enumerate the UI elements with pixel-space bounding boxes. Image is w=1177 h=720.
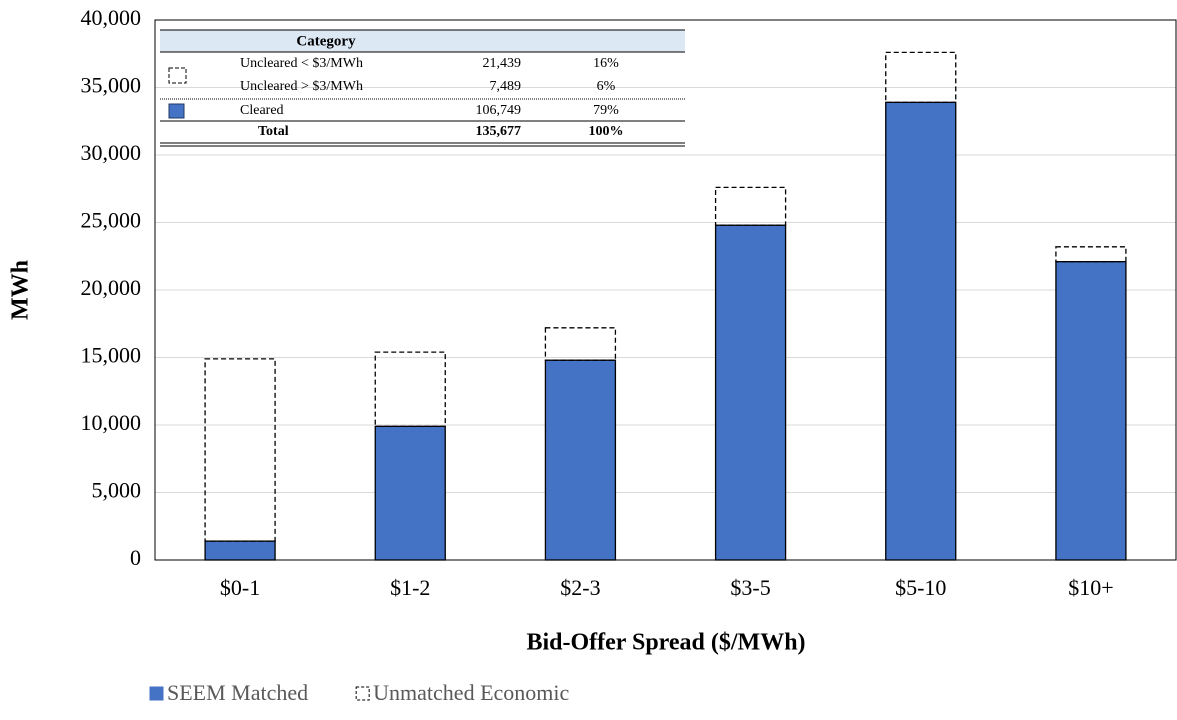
x-tick-label: $2-3 [560, 575, 600, 600]
y-tick-label: 15,000 [81, 343, 142, 368]
table-header: Category [296, 33, 356, 49]
y-tick-label: 35,000 [81, 73, 142, 98]
bar-segment [204, 358, 276, 542]
legend-swatch [149, 686, 164, 701]
bar-segment [544, 327, 617, 361]
x-tick-label: $0-1 [220, 575, 260, 600]
bar-segment [1055, 246, 1127, 263]
bar-segment [204, 540, 276, 561]
x-tick-label: $3-5 [730, 575, 770, 600]
legend-label: Unmatched Economic [373, 680, 569, 705]
table-cell: 135,677 [476, 124, 522, 139]
table-icon [168, 67, 187, 84]
y-tick-label: 10,000 [81, 410, 142, 435]
table-cell: Cleared [240, 103, 284, 118]
table-cell: Uncleared < $3/MWh [240, 56, 363, 71]
y-axis-label: MWh [8, 260, 34, 320]
y-tick-label: 40,000 [81, 5, 142, 30]
y-tick-label: 20,000 [81, 275, 142, 300]
bar-segment [544, 359, 617, 561]
table-icon [168, 103, 185, 119]
table-cell: 100% [589, 124, 624, 139]
bar-segment [374, 425, 446, 561]
table-cell: 6% [597, 79, 616, 94]
x-tick-label: $10+ [1068, 575, 1113, 600]
table-cell: 7,489 [490, 79, 522, 94]
table-cell: Total [258, 124, 289, 139]
y-tick-label: 25,000 [81, 208, 142, 233]
table-cell: Uncleared > $3/MWh [240, 79, 363, 94]
bar-segment [714, 186, 787, 226]
table-cell: 106,749 [476, 103, 522, 118]
y-tick-label: 30,000 [81, 140, 142, 165]
x-tick-label: $1-2 [390, 575, 430, 600]
bar-segment [1055, 260, 1127, 561]
table-cell: 79% [593, 103, 619, 118]
legend-label: SEEM Matched [167, 680, 308, 705]
table-header-bg [160, 30, 685, 52]
y-tick-label: 5,000 [92, 478, 142, 503]
bar-segment [374, 351, 446, 428]
legend-swatch [355, 686, 370, 701]
x-tick-label: $5-10 [895, 575, 946, 600]
plot-frame [154, 19, 1177, 561]
x-axis-label: Bid-Offer Spread ($/MWh) [526, 630, 805, 656]
y-tick-label: 0 [130, 545, 141, 570]
bar-segment [885, 101, 957, 561]
table-cell: 16% [593, 56, 619, 71]
bar-segment [714, 224, 787, 561]
bar-segment [885, 51, 957, 104]
table-cell: 21,439 [483, 56, 522, 71]
